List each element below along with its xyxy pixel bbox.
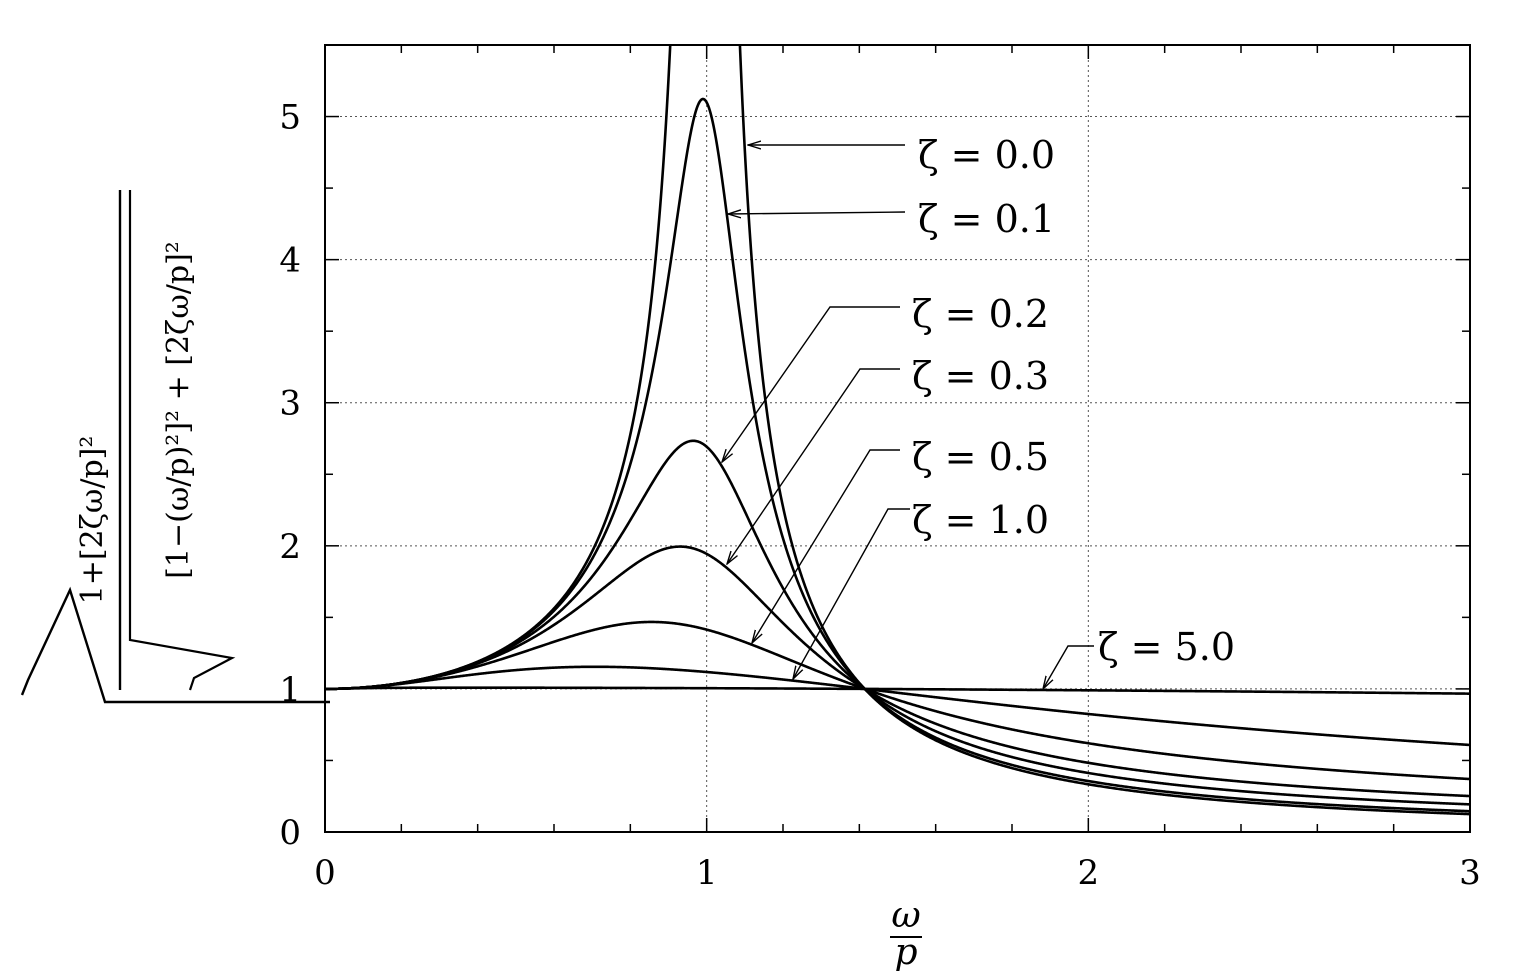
ticks: 0 1 2 3 0 1 2 3 4 5 [279, 45, 1481, 893]
y-tick-label: 0 [279, 813, 301, 853]
annotation-leader-zeta-0-5 [752, 449, 900, 643]
curve-zeta-0-1 [325, 97, 1470, 813]
y-tick-label: 3 [279, 384, 301, 424]
y-axis-label: 1+[2ζω/p]² [1−(ω/p)²]² + [2ζω/p]² [20, 190, 330, 704]
annotation-label-zeta-1: ζ = 1.0 [912, 498, 1049, 542]
x-axis-label-denominator: p [894, 932, 917, 971]
x-tick-label: 0 [314, 853, 336, 893]
y-label-denominator: [1−(ω/p)²]² + [2ζω/p]² [161, 241, 196, 579]
annotation-label-zeta-0: ζ = 0.0 [918, 133, 1055, 177]
x-tick-label: 3 [1459, 853, 1481, 893]
annotation-label-zeta-0-3: ζ = 0.3 [912, 354, 1049, 398]
x-tick-label: 1 [696, 853, 718, 893]
curve-zeta-1 [325, 665, 1470, 747]
annotation-leader-zeta-5 [1043, 645, 1094, 689]
annotation-leader-zeta-0-2 [722, 306, 900, 462]
y-tick-label: 4 [279, 241, 301, 281]
annotation-label-zeta-0-2: ζ = 0.2 [912, 292, 1049, 336]
annotation-leader-zeta-0-3 [727, 368, 900, 564]
y-label-outer-radical-icon [20, 586, 330, 704]
annotation-label-zeta-0-5: ζ = 0.5 [912, 435, 1049, 479]
x-tick-label: 2 [1078, 853, 1100, 893]
annotation-leader-zeta-0-1 [728, 212, 906, 214]
y-label-inner-radical-icon [128, 190, 236, 691]
curve-zeta-0-2 [325, 439, 1470, 806]
curve-zeta-0-5 [325, 620, 1470, 781]
grid [325, 45, 1470, 832]
annotation-label-zeta-5: ζ = 5.0 [1098, 625, 1235, 669]
plot-frame [324, 44, 1471, 833]
annotations: ζ = 0.0 ζ = 0.1 ζ = 0.2 ζ = 0.3 ζ = 0.5 ζ = 1… [722, 133, 1235, 689]
curves [325, 45, 1470, 816]
y-tick-label: 2 [279, 527, 301, 567]
x-axis-label: ω p [890, 895, 922, 971]
annotation-label-zeta-0-1: ζ = 0.1 [918, 197, 1055, 241]
x-axis-label-numerator: ω [891, 895, 920, 936]
curve-zeta-0-3 [325, 545, 1470, 798]
y-label-numerator: 1+[2ζω/p]² [75, 436, 110, 605]
y-tick-label: 1 [279, 670, 301, 710]
y-tick-label: 5 [279, 98, 301, 138]
curve-zeta-5 [325, 686, 1470, 695]
annotation-leader-zeta-1 [793, 508, 910, 679]
